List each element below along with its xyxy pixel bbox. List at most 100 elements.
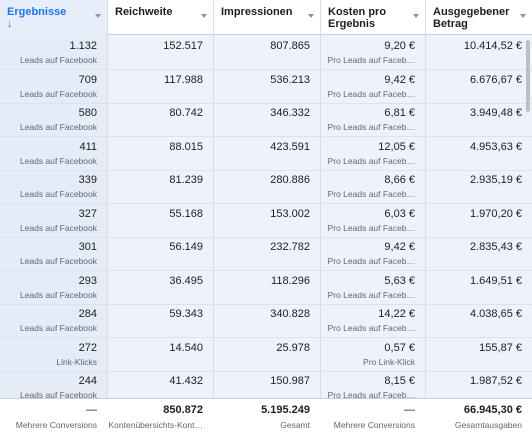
cell-value: 340.828 — [270, 308, 310, 320]
cell-value: 244 — [78, 375, 97, 387]
cell-value: 327 — [78, 207, 97, 220]
cell-value: 1.649,51 € — [470, 274, 522, 287]
cell-subtext: Leads auf Facebook — [19, 222, 97, 233]
cell-value: 55.168 — [169, 207, 203, 220]
cell-value: 423.591 — [270, 140, 310, 153]
row-divider — [0, 303, 532, 305]
row-divider — [0, 270, 532, 271]
cell-subtext: Pro Leads auf Faceb… — [327, 289, 415, 300]
cell-value: 14,22 € — [378, 308, 415, 320]
cell-subtext: Leads auf Facebook — [19, 323, 97, 333]
cell-value: 1.987,52 € — [470, 375, 522, 387]
cell-value: 80.742 — [169, 107, 203, 119]
cell-value: 8,66 € — [384, 174, 415, 186]
cell-subtext: Leads auf Facebook — [19, 289, 97, 300]
cell-value: 1.132 — [69, 40, 97, 52]
row-divider — [0, 169, 532, 171]
cell-value: 155,87 € — [479, 341, 522, 354]
cell-subtext: Pro Leads auf Faceb… — [327, 189, 415, 199]
column-divider — [320, 35, 321, 398]
cell-value: 153.002 — [270, 207, 310, 220]
cell-subtext: Pro Leads auf Faceb… — [327, 55, 415, 65]
dropdown-chevron[interactable] — [308, 14, 314, 18]
row-divider — [0, 370, 532, 372]
column-divider — [425, 35, 426, 398]
cell-value: 4.038,65 € — [470, 308, 522, 320]
row-divider — [0, 337, 532, 338]
header-text: Ausgegebener Betrag — [433, 6, 510, 30]
cell-value: 293 — [78, 274, 97, 287]
column-header[interactable]: Kosten pro Ergebnis — [320, 0, 425, 35]
cell-value: 411 — [79, 140, 97, 153]
column-header[interactable]: Ausgegebener Betrag — [425, 0, 532, 35]
cell-subtext: Leads auf Facebook — [19, 88, 97, 99]
cell-value: 118.296 — [271, 274, 310, 287]
cell-value: 1.970,20 € — [470, 207, 522, 220]
cell-value: 6.676,67 € — [470, 73, 522, 86]
header-text: Reichweite — [115, 6, 173, 18]
row-divider — [0, 236, 532, 238]
cell-value: 6,81 € — [384, 107, 415, 119]
row-divider — [0, 102, 532, 104]
footer-value: 850.872 — [163, 404, 203, 416]
cell-value: 709 — [78, 73, 97, 86]
cell-subtext: Pro Leads auf Faceb… — [327, 390, 415, 398]
cell-value: 14.540 — [169, 341, 203, 354]
footer-subtext: Gesamt — [280, 420, 310, 430]
cell-value: 117.988 — [164, 73, 203, 86]
cell-value: 3.949,48 € — [470, 107, 522, 119]
cell-value: 12,05 € — [378, 140, 415, 153]
cell-value: 4.953,63 € — [470, 140, 522, 153]
cell-value: 6,03 € — [384, 207, 415, 220]
cell-subtext: Leads auf Facebook — [19, 256, 97, 266]
footer-value: — — [86, 404, 97, 416]
row-divider — [0, 69, 532, 70]
footer-subtext: Kontenübersichts-Kont… — [108, 420, 204, 430]
footer-row — [0, 398, 532, 436]
cell-subtext: Pro Leads auf Faceb… — [327, 88, 415, 99]
footer-value: — — [404, 404, 415, 416]
cell-value: 25.978 — [276, 341, 310, 354]
footer-value: 66.945,30 € — [463, 404, 522, 416]
header-text: Kosten pro Ergebnis — [328, 6, 387, 30]
cell-value: 41.432 — [169, 375, 203, 387]
cell-value: 9,42 € — [384, 73, 415, 86]
cell-value: 272 — [78, 341, 97, 354]
cell-value: 301 — [78, 241, 97, 253]
cell-value: 580 — [78, 107, 97, 119]
cell-value: 150.987 — [270, 375, 310, 387]
row-divider — [0, 136, 532, 137]
sort-indicator: ↓ — [7, 18, 13, 30]
dropdown-chevron[interactable] — [413, 14, 419, 18]
dropdown-chevron[interactable] — [520, 14, 526, 18]
cell-subtext: Pro Leads auf Faceb… — [327, 222, 415, 233]
header-text: Impressionen — [221, 6, 293, 18]
footer-value: 5.195.249 — [261, 404, 310, 416]
cell-subtext: Leads auf Facebook — [19, 189, 97, 199]
cell-value: 346.332 — [270, 107, 310, 119]
cell-value: 339 — [78, 174, 97, 186]
footer-subtext: Gesamtausgaben — [454, 420, 522, 430]
cell-value: 284 — [78, 308, 97, 320]
column-header[interactable]: Ergebnisse ↓ — [0, 0, 107, 35]
cell-subtext: Pro Leads auf Faceb… — [327, 155, 415, 166]
cell-subtext: Leads auf Facebook — [19, 122, 97, 132]
column-divider — [107, 35, 108, 398]
column-header[interactable]: Impressionen — [213, 0, 320, 35]
cell-value: 9,42 € — [384, 241, 415, 253]
cell-value: 280.886 — [270, 174, 310, 186]
cell-value: 9,20 € — [384, 40, 415, 52]
cell-value: 5,63 € — [384, 274, 415, 287]
cell-value: 807.865 — [270, 40, 310, 52]
dropdown-chevron[interactable] — [95, 14, 101, 18]
cell-value: 232.782 — [270, 241, 310, 253]
dropdown-chevron[interactable] — [201, 14, 207, 18]
scrollbar[interactable] — [526, 40, 530, 112]
column-header[interactable]: Reichweite — [107, 0, 213, 35]
cell-subtext: Link-Klicks — [56, 356, 97, 367]
cell-value: 536.213 — [270, 73, 310, 86]
cell-value: 0,57 € — [384, 341, 415, 354]
cell-value: 10.414,52 € — [463, 40, 522, 52]
cell-value: 59.343 — [169, 308, 203, 320]
